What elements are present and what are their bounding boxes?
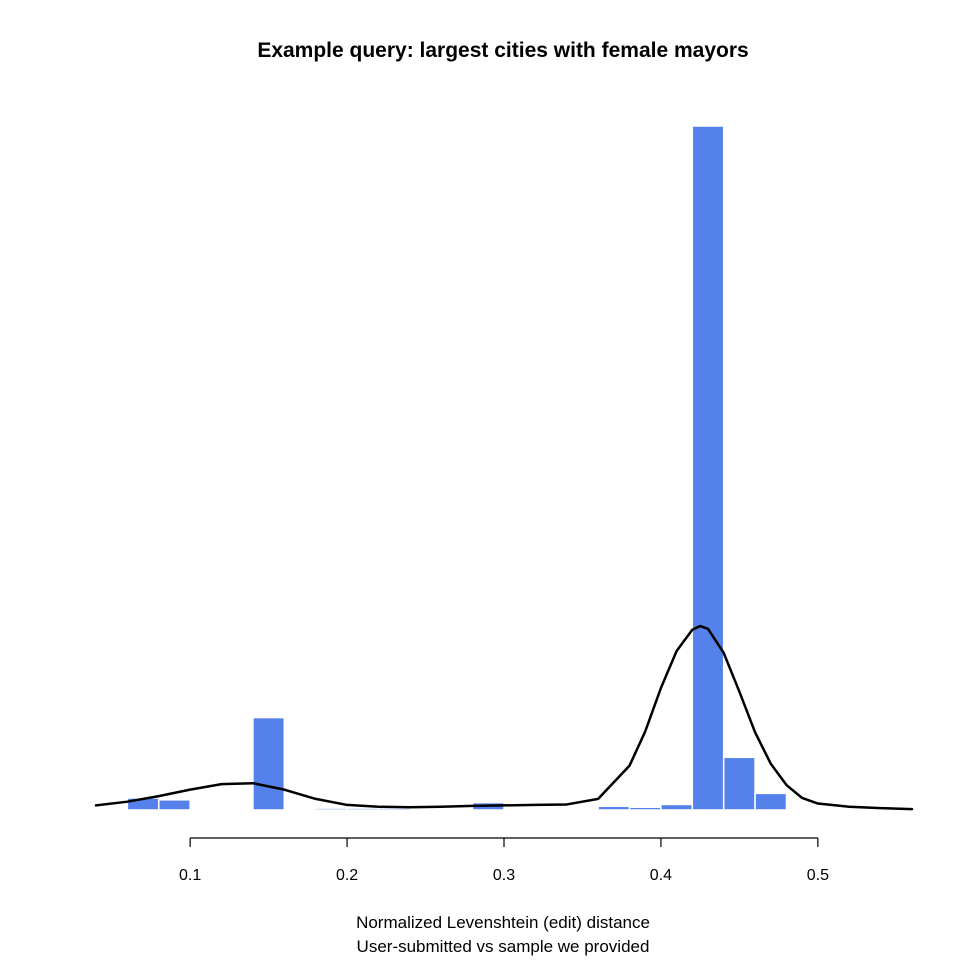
histogram-bar-4 [346,807,380,811]
histogram-bar-10 [691,125,725,811]
histogram-bar-7 [597,805,631,811]
x-axis: 0.1 0.2 0.3 0.4 0.5 [179,837,829,884]
x-axis-subtitle: User-submitted vs sample we provided [357,937,650,956]
histogram-bar-5 [377,807,411,811]
density-curve-layer [94,624,914,811]
x-tick-label-1: 0.2 [336,867,358,884]
histogram-bars [126,125,882,811]
histogram-bar-1 [158,799,191,811]
x-axis-title: Normalized Levenshtein (edit) distance [356,913,650,932]
x-tick-label-2: 0.3 [493,867,515,884]
x-tick-label-0: 0.1 [179,867,201,884]
x-tick-label-4: 0.5 [807,867,829,884]
x-tick-label-3: 0.4 [650,867,672,884]
density-curve [94,624,914,811]
chart-title: Example query: largest cities with femal… [257,39,748,62]
histogram-bar-8 [628,806,662,811]
histogram-bar-12 [754,792,788,811]
histogram-bar-3 [314,807,348,811]
histogram-bar-11 [722,756,756,811]
histogram-bar-2 [252,716,286,811]
histogram-bar-9 [660,803,694,811]
